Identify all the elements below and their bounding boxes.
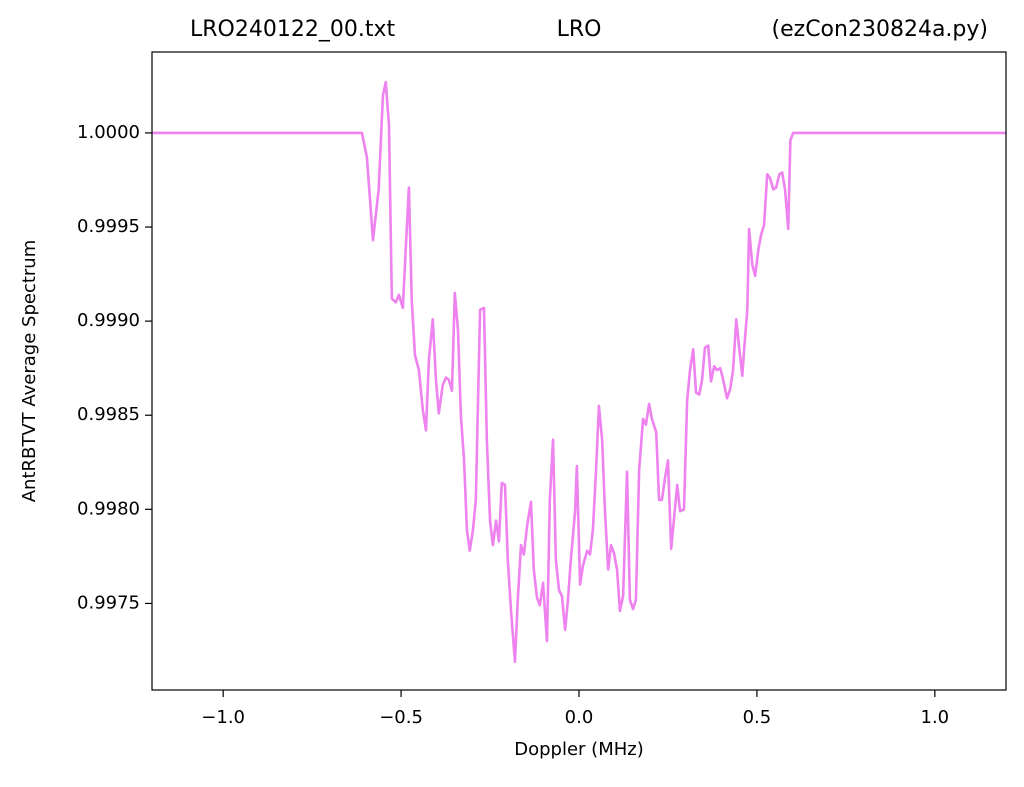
title-center: LRO [557, 17, 602, 42]
y-tick-label: 0.9985 [77, 404, 140, 425]
x-tick-label: 0.0 [565, 707, 594, 728]
plot-frame [151, 51, 1007, 691]
y-tick-label: 0.9995 [77, 216, 140, 237]
y-axis-label: AntRBTVT Average Spectrum [19, 240, 40, 503]
title-left: LRO240122_00.txt [190, 17, 395, 42]
x-tick-label: 1.0 [921, 707, 950, 728]
y-tick-label: 0.9975 [77, 592, 140, 613]
x-tick-label: −1.0 [201, 707, 245, 728]
y-tick-label: 0.9980 [77, 498, 140, 519]
x-tick-label: 0.5 [743, 707, 772, 728]
y-tick-label: 0.9990 [77, 310, 140, 331]
x-tick-label: −0.5 [379, 707, 423, 728]
title-right: (ezCon230824a.py) [772, 17, 988, 42]
y-tick-label: 1.0000 [77, 122, 140, 143]
spectrum-line [152, 80, 1006, 664]
x-axis-label: Doppler (MHz) [514, 739, 643, 760]
